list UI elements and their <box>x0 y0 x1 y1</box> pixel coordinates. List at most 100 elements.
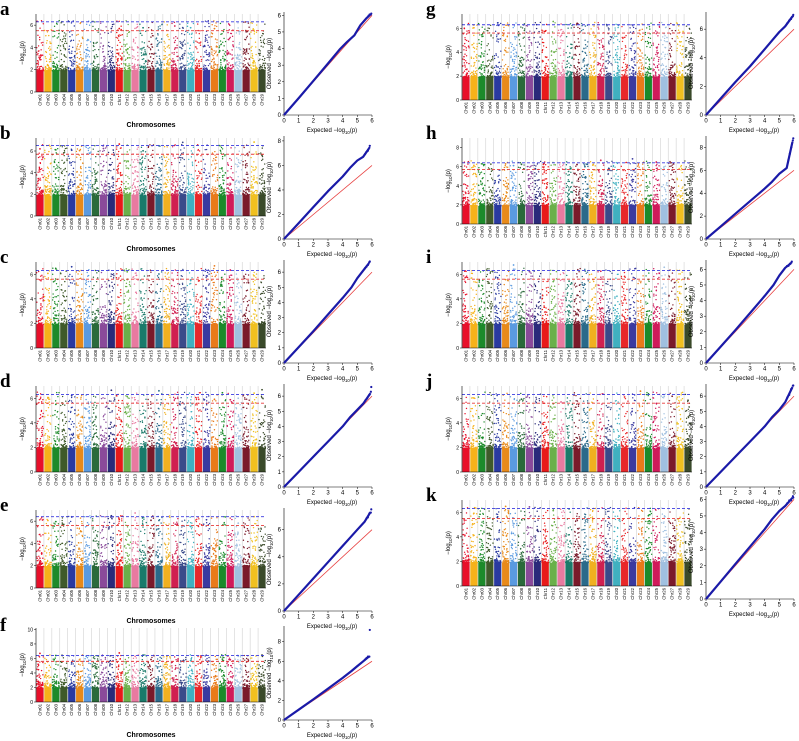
snp-point <box>200 41 202 43</box>
snp-point <box>89 147 91 149</box>
snp-point <box>50 55 52 57</box>
snp-point <box>63 185 65 187</box>
snp-point <box>202 158 205 161</box>
snp-point <box>118 177 120 180</box>
snp-point <box>144 70 147 72</box>
snp-point <box>112 184 115 186</box>
snp-point <box>53 300 56 303</box>
snp-point <box>121 174 123 176</box>
snp-point <box>54 168 57 170</box>
snp-point <box>195 194 197 197</box>
snp-point <box>252 61 255 64</box>
snp-point <box>262 182 264 185</box>
snp-point <box>92 187 94 189</box>
snp-point <box>98 63 100 66</box>
chromosome-label: Chr05 <box>69 93 74 105</box>
snp-point <box>113 190 116 192</box>
snp-point <box>135 67 137 70</box>
snp-point <box>64 42 66 45</box>
snp-point <box>172 176 174 178</box>
snp-point <box>254 41 257 43</box>
snp-point <box>105 26 107 28</box>
snp-point <box>262 68 264 71</box>
snp-point <box>176 180 178 183</box>
snp-point <box>99 155 101 158</box>
snp-point <box>156 43 158 46</box>
snp-point <box>119 162 122 164</box>
snp-point <box>80 192 82 194</box>
snp-point <box>232 70 234 72</box>
snp-point <box>116 146 118 148</box>
snp-point <box>124 45 126 47</box>
snp-point <box>246 189 248 191</box>
snp-point <box>148 53 151 55</box>
snp-point <box>160 191 163 194</box>
snp-point <box>150 69 153 71</box>
snp-point <box>212 194 214 196</box>
qq-point <box>368 146 371 149</box>
snp-point <box>215 189 217 192</box>
snp-point <box>44 323 46 325</box>
snp-point <box>70 56 73 59</box>
snp-point <box>125 20 127 22</box>
snp-point <box>177 178 179 180</box>
snp-point <box>40 58 42 61</box>
chromosome-block-chr02 <box>44 195 52 216</box>
snp-point <box>102 70 105 72</box>
chromosome-block-chr16 <box>155 195 163 216</box>
snp-point <box>44 56 47 58</box>
snp-point <box>151 65 154 68</box>
snp-point <box>39 27 41 29</box>
snp-point <box>48 317 51 319</box>
snp-point <box>149 48 152 50</box>
snp-point <box>193 69 195 72</box>
snp-point <box>123 43 125 46</box>
snp-point <box>260 152 262 154</box>
snp-point <box>222 49 224 52</box>
snp-point <box>56 47 59 49</box>
snp-point <box>143 187 145 189</box>
snp-point <box>157 188 160 190</box>
snp-point <box>166 60 169 62</box>
snp-point <box>194 160 197 162</box>
qq-point <box>365 150 368 154</box>
snp-point <box>177 189 179 192</box>
snp-point <box>49 307 51 310</box>
snp-point <box>40 49 42 51</box>
snp-point <box>41 274 43 276</box>
snp-point <box>127 167 129 169</box>
y-tick-label: 6 <box>278 13 282 19</box>
snp-point <box>145 188 148 191</box>
snp-point <box>117 169 119 171</box>
snp-point <box>230 147 232 149</box>
snp-point <box>139 190 141 192</box>
snp-point <box>58 68 60 70</box>
snp-point <box>95 318 97 320</box>
snp-point <box>87 147 89 150</box>
snp-point <box>168 44 170 47</box>
chromosome-label: Chr29 <box>260 217 265 229</box>
snp-point <box>191 189 193 191</box>
snp-point <box>47 174 50 177</box>
snp-point <box>50 67 52 69</box>
snp-point <box>76 56 79 59</box>
snp-point <box>125 167 128 169</box>
snp-point <box>164 165 166 168</box>
chromosome-block-chr01 <box>36 195 44 216</box>
snp-point <box>196 174 198 177</box>
snp-point <box>109 68 112 70</box>
snp-point <box>171 194 174 197</box>
snp-point <box>166 24 168 26</box>
snp-point <box>246 171 248 174</box>
snp-point <box>182 41 185 43</box>
snp-point <box>123 194 125 196</box>
snp-point <box>109 63 112 66</box>
snp-point <box>172 64 174 66</box>
snp-point <box>237 58 239 61</box>
chromosome-points-chr11 <box>115 143 123 216</box>
snp-point <box>81 308 83 311</box>
snp-point <box>99 21 101 23</box>
snp-point <box>103 189 105 191</box>
snp-point <box>245 50 248 52</box>
snp-point <box>219 22 222 25</box>
